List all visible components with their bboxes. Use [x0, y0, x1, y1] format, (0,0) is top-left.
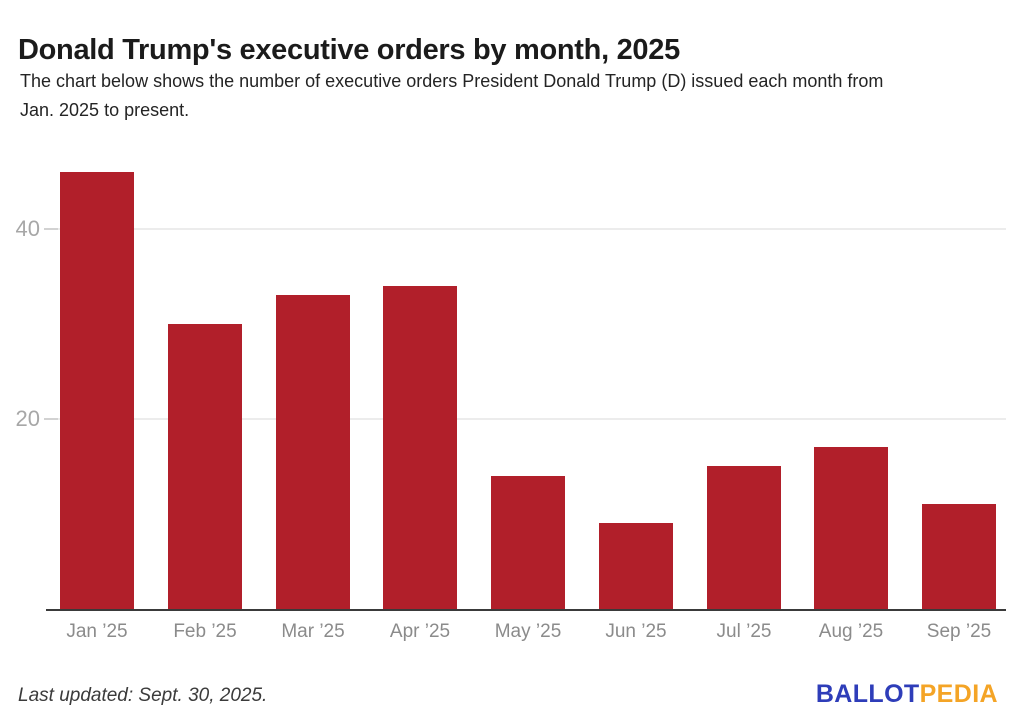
bar-sep-25[interactable]	[922, 504, 996, 609]
chart-title: Donald Trump's executive orders by month…	[18, 34, 680, 67]
bar-mar-25[interactable]	[276, 295, 350, 609]
bar-jul-25[interactable]	[707, 466, 781, 609]
x-axis-label-jan-25: Jan ’25	[66, 621, 128, 642]
x-axis-label-jul-25: Jul ’25	[716, 621, 772, 642]
bar-apr-25[interactable]	[383, 286, 457, 609]
bar-aug-25[interactable]	[814, 447, 888, 609]
bar-jan-25[interactable]	[60, 172, 134, 609]
chart-subtitle-line1: The chart below shows the number of exec…	[20, 71, 884, 91]
y-axis-label-20: 20	[15, 406, 40, 431]
ballotpedia-logo: BALLOTPEDIA	[816, 680, 998, 709]
x-axis-label-jun-25: Jun ’25	[605, 621, 667, 642]
gridline-y-20	[46, 418, 1006, 420]
ballotpedia-logo-pedia: PEDIA	[919, 680, 998, 708]
x-axis-label-aug-25: Aug ’25	[818, 621, 884, 642]
chart-subtitle-line2: Jan. 2025 to present.	[20, 100, 190, 120]
bar-feb-25[interactable]	[168, 324, 242, 609]
x-axis-label-may-25: May ’25	[494, 621, 562, 642]
gridline-y-40	[46, 228, 1006, 230]
x-axis-label-feb-25: Feb ’25	[173, 621, 237, 642]
x-axis-label-sep-25: Sep ’25	[926, 621, 992, 642]
x-axis-label-mar-25: Mar ’25	[281, 621, 345, 642]
chart-subtitle: The chart below shows the number of exec…	[20, 67, 883, 125]
x-axis-line	[46, 609, 1006, 611]
axis-tick-y-20	[44, 418, 58, 420]
bar-jun-25[interactable]	[599, 523, 673, 609]
bar-may-25[interactable]	[491, 476, 565, 609]
y-axis-label-40: 40	[15, 216, 40, 241]
ballotpedia-logo-ballot: BALLOT	[815, 680, 920, 708]
axis-tick-y-40	[44, 228, 58, 230]
x-axis-label-apr-25: Apr ’25	[389, 621, 451, 642]
last-updated-note: Last updated: Sept. 30, 2025.	[18, 685, 268, 706]
